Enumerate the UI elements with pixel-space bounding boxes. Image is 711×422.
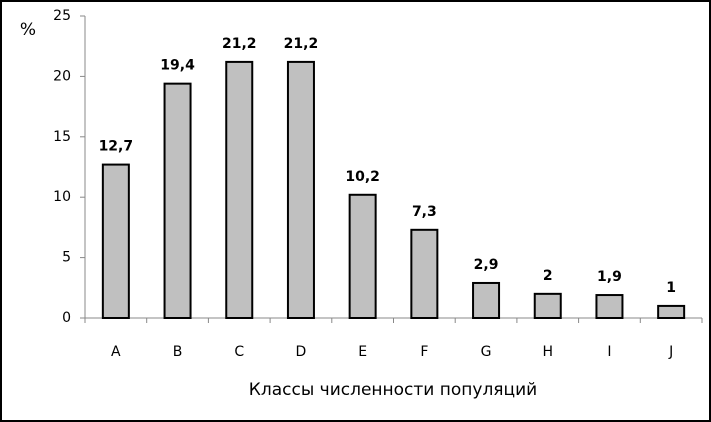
x-tick-label: A — [111, 344, 121, 360]
value-label: 21,2 — [284, 36, 319, 52]
bar — [595, 294, 624, 320]
y-axis-label: % — [20, 20, 36, 40]
value-label: 7,3 — [412, 204, 437, 220]
value-label: 2 — [543, 268, 553, 284]
value-label: 1 — [666, 280, 676, 296]
x-axis-label: Классы численности популяций — [249, 380, 537, 400]
y-tick-label: 5 — [62, 250, 71, 266]
x-tick-label: I — [607, 344, 611, 360]
y-tick-label: 0 — [62, 310, 71, 326]
x-tick-label: B — [173, 344, 183, 360]
x-tick-label: J — [668, 344, 673, 360]
bar — [410, 228, 439, 319]
bar — [472, 281, 501, 319]
x-tick-label: F — [420, 344, 428, 360]
x-tick-label: H — [542, 344, 553, 360]
x-tick-label: C — [234, 344, 244, 360]
bar — [225, 60, 254, 320]
value-label: 10,2 — [345, 169, 380, 185]
value-label: 12,7 — [99, 139, 134, 155]
bar — [163, 82, 192, 320]
x-tick-label: E — [358, 344, 367, 360]
y-tick-label: 25 — [53, 8, 71, 24]
bar — [348, 193, 377, 319]
value-label: 2,9 — [474, 257, 499, 273]
bar — [533, 292, 562, 319]
value-label: 21,2 — [222, 36, 257, 52]
value-label: 1,9 — [597, 269, 622, 285]
y-tick-label: 15 — [53, 129, 71, 145]
bar — [286, 60, 315, 320]
bar — [657, 304, 686, 320]
x-tick-label: G — [481, 344, 492, 360]
x-tick-label: D — [296, 344, 307, 360]
y-tick-label: 20 — [53, 68, 71, 84]
value-label: 19,4 — [160, 58, 195, 74]
bar — [101, 163, 130, 319]
y-tick-label: 10 — [53, 189, 71, 205]
